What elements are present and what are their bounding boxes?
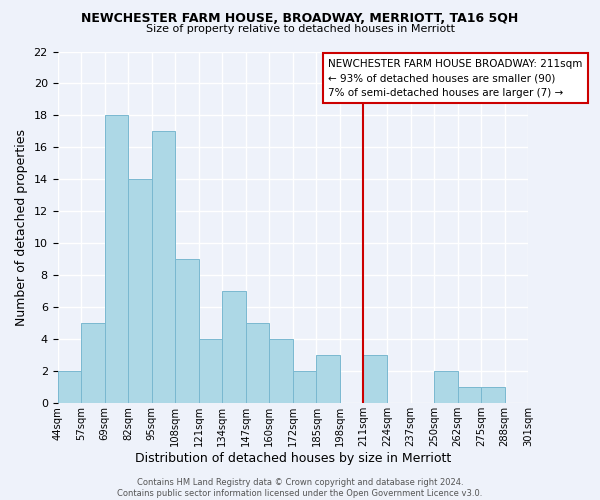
Bar <box>175 260 199 404</box>
Bar <box>246 324 269 404</box>
Bar <box>458 388 481 404</box>
Bar <box>434 372 458 404</box>
Bar <box>222 292 246 404</box>
Bar <box>152 132 175 404</box>
Bar <box>128 180 152 404</box>
Y-axis label: Number of detached properties: Number of detached properties <box>15 129 28 326</box>
Bar <box>199 340 222 404</box>
X-axis label: Distribution of detached houses by size in Merriott: Distribution of detached houses by size … <box>135 452 451 465</box>
Bar <box>481 388 505 404</box>
Bar <box>269 340 293 404</box>
Bar <box>104 116 128 404</box>
Bar <box>81 324 104 404</box>
Bar <box>293 372 316 404</box>
Text: NEWCHESTER FARM HOUSE BROADWAY: 211sqm
← 93% of detached houses are smaller (90): NEWCHESTER FARM HOUSE BROADWAY: 211sqm ←… <box>328 58 583 98</box>
Text: Size of property relative to detached houses in Merriott: Size of property relative to detached ho… <box>146 24 455 34</box>
Bar <box>58 372 81 404</box>
Text: NEWCHESTER FARM HOUSE, BROADWAY, MERRIOTT, TA16 5QH: NEWCHESTER FARM HOUSE, BROADWAY, MERRIOT… <box>82 12 518 26</box>
Bar <box>364 356 387 404</box>
Text: Contains HM Land Registry data © Crown copyright and database right 2024.
Contai: Contains HM Land Registry data © Crown c… <box>118 478 482 498</box>
Bar <box>316 356 340 404</box>
